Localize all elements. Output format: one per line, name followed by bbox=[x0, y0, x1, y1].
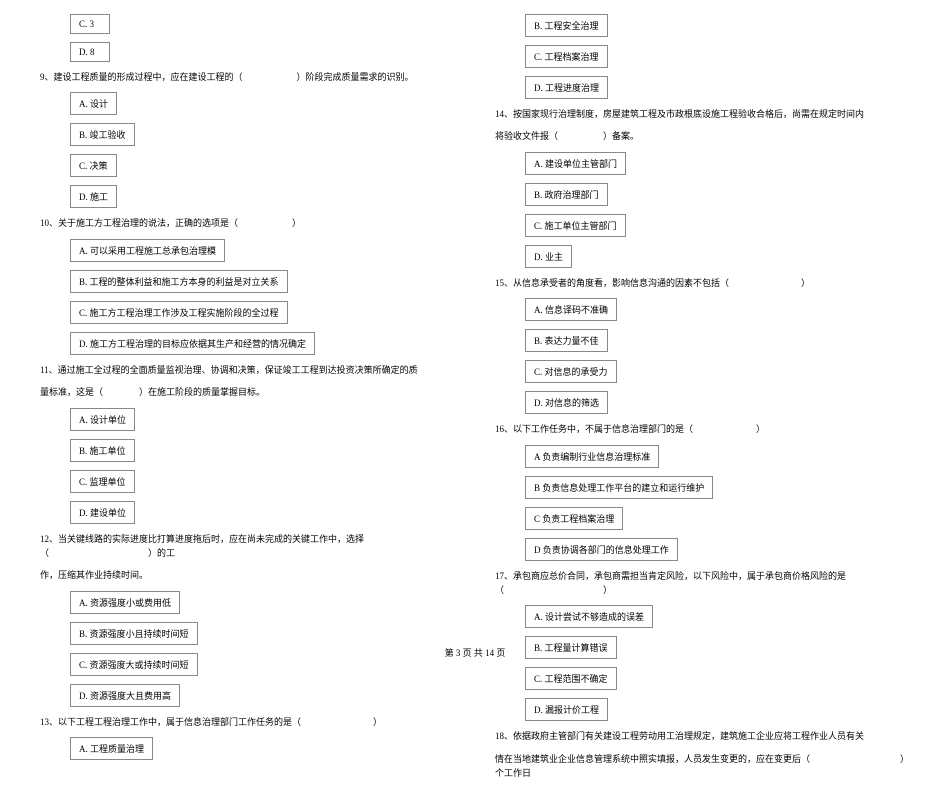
q16-option-b: B 负责信息处理工作平台的建立和运行维护 bbox=[525, 476, 713, 499]
q9-option-b: B. 竣工验收 bbox=[70, 123, 135, 146]
q11-option-a: A. 设计单位 bbox=[70, 408, 135, 431]
question-15: 15、从信息承受者的角度看，影响信息沟通的因素不包括（ ） bbox=[495, 276, 910, 290]
question-12-line2: 作，压缩其作业持续时间。 bbox=[40, 568, 455, 582]
right-column: B. 工程安全治理 C. 工程档案治理 D. 工程进度治理 14、按国家现行治理… bbox=[495, 10, 910, 785]
q14-option-b: B. 政府治理部门 bbox=[525, 183, 608, 206]
question-13: 13、以下工程工程治理工作中，属于信息治理部门工作任务的是（ ） bbox=[40, 715, 455, 729]
q15-option-b: B. 表达力量不佳 bbox=[525, 329, 608, 352]
question-10: 10、关于施工方工程治理的说法，正确的选项是（ ） bbox=[40, 216, 455, 230]
page-footer: 第 3 页 共 14 页 bbox=[0, 646, 950, 659]
q16-option-a: A 负责编制行业信息治理标准 bbox=[525, 445, 659, 468]
q14-option-c: C. 施工单位主管部门 bbox=[525, 214, 626, 237]
question-18-line1: 18、依据政府主管部门有关建设工程劳动用工治理规定，建筑施工企业应将工程作业人员… bbox=[495, 729, 910, 743]
q13-option-d: D. 工程进度治理 bbox=[525, 76, 608, 99]
q15-option-a: A. 信息译码不准确 bbox=[525, 298, 617, 321]
left-column: C. 3 D. 8 9、建设工程质量的形成过程中，应在建设工程的（ ）阶段完成质… bbox=[40, 10, 455, 785]
q15-option-c: C. 对信息的承受力 bbox=[525, 360, 617, 383]
q9-option-a: A. 设计 bbox=[70, 92, 117, 115]
q9-option-d: D. 施工 bbox=[70, 185, 117, 208]
q11-option-c: C. 监理单位 bbox=[70, 470, 135, 493]
q10-option-b: B. 工程的整体利益和施工方本身的利益是对立关系 bbox=[70, 270, 288, 293]
q14-option-a: A. 建设单位主管部门 bbox=[525, 152, 626, 175]
q12-option-a: A. 资源强度小或费用低 bbox=[70, 591, 180, 614]
question-9: 9、建设工程质量的形成过程中，应在建设工程的（ ）阶段完成质量需求的识别。 bbox=[40, 70, 455, 84]
option-d-8: D. 8 bbox=[70, 42, 110, 62]
q12-option-d: D. 资源强度大且费用高 bbox=[70, 684, 180, 707]
question-11-line2: 量标准，这是（ ）在施工阶段的质量掌握目标。 bbox=[40, 385, 455, 399]
q13-option-c: C. 工程档案治理 bbox=[525, 45, 608, 68]
q15-option-d: D. 对信息的筛选 bbox=[525, 391, 608, 414]
question-16: 16、以下工作任务中，不属于信息治理部门的是（ ） bbox=[495, 422, 910, 436]
question-17: 17、承包商应总价合同，承包商需担当肯定风险，以下风险中，属于承包商价格风险的是… bbox=[495, 569, 910, 598]
option-c-3: C. 3 bbox=[70, 14, 110, 34]
question-12-line1: 12、当关键线路的实际进度比打算进度拖后时，应在尚未完成的关键工作中，选择（ ）… bbox=[40, 532, 455, 561]
q17-option-d: D. 漏报计价工程 bbox=[525, 698, 608, 721]
question-11-line1: 11、通过施工全过程的全面质量监视治理、协调和决策，保证竣工工程到达投资决策所确… bbox=[40, 363, 455, 377]
q9-option-c: C. 决策 bbox=[70, 154, 117, 177]
q16-option-d: D 负责协调各部门的信息处理工作 bbox=[525, 538, 678, 561]
q11-option-b: B. 施工单位 bbox=[70, 439, 135, 462]
question-18-line2: 情在当地建筑业企业信息管理系统中照实填报，人员发生变更的，应在变更后（ ）个工作… bbox=[495, 752, 910, 781]
q13-option-a: A. 工程质量治理 bbox=[70, 737, 153, 760]
q13-option-b: B. 工程安全治理 bbox=[525, 14, 608, 37]
question-14-line2: 将验收文件报（ ）备案。 bbox=[495, 129, 910, 143]
q10-option-d: D. 施工方工程治理的目标应依据其生产和经营的情况确定 bbox=[70, 332, 315, 355]
q11-option-d: D. 建设单位 bbox=[70, 501, 135, 524]
q16-option-c: C 负责工程档案治理 bbox=[525, 507, 623, 530]
q17-option-a: A. 设计尝试不够造成的误差 bbox=[525, 605, 653, 628]
q10-option-a: A. 可以采用工程施工总承包治理模 bbox=[70, 239, 225, 262]
q10-option-c: C. 施工方工程治理工作涉及工程实施阶段的全过程 bbox=[70, 301, 288, 324]
question-14-line1: 14、按国家现行治理制度，房屋建筑工程及市政根底设施工程验收合格后，尚需在规定时… bbox=[495, 107, 910, 121]
q14-option-d: D. 业主 bbox=[525, 245, 572, 268]
q12-option-b: B. 资源强度小且持续时间短 bbox=[70, 622, 198, 645]
